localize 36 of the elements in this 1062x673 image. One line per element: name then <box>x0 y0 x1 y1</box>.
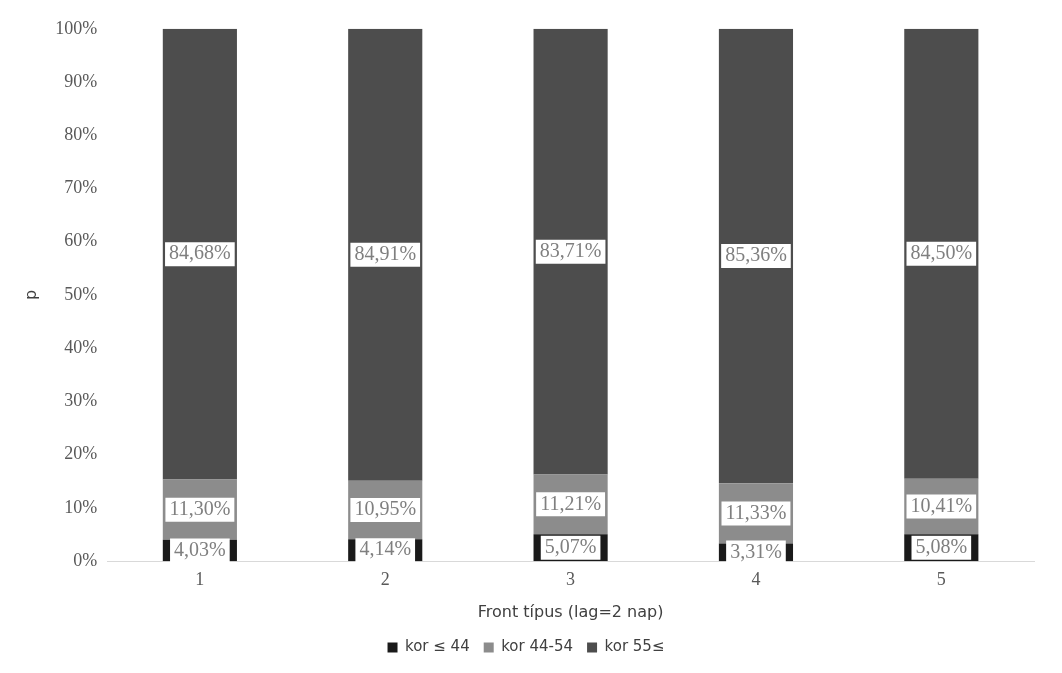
data-label: 84,50% <box>910 241 973 264</box>
data-label: 11,21% <box>540 491 602 514</box>
y-tick-label: 60% <box>64 230 98 251</box>
data-label: 11,33% <box>725 500 787 523</box>
data-label: 83,71% <box>539 238 602 261</box>
legend-label: kor 44-54 <box>501 637 574 656</box>
legend-label: kor 55≤ <box>604 637 665 656</box>
data-label: 5,07% <box>544 534 597 557</box>
data-label: 85,36% <box>725 243 787 266</box>
x-tick-label: 4 <box>751 568 761 589</box>
y-tick-label: 20% <box>64 443 98 464</box>
data-label: 11,30% <box>169 496 231 519</box>
y-tick-label: 40% <box>64 336 98 357</box>
legend-label: kor ≤ 44 <box>405 637 470 656</box>
y-tick-label: 80% <box>64 124 98 145</box>
data-label: 10,95% <box>354 497 417 520</box>
data-label: 4,03% <box>174 537 226 560</box>
x-tick-label: 1 <box>195 568 205 589</box>
y-tick-label: 10% <box>64 496 98 517</box>
data-label: 4,14% <box>359 537 412 560</box>
data-label: 84,68% <box>169 241 231 264</box>
y-tick-label: 0% <box>73 549 98 570</box>
data-label: 3,31% <box>730 539 782 562</box>
y-tick-label: 90% <box>64 70 98 91</box>
x-tick-label: 5 <box>936 568 946 589</box>
y-tick-label: 30% <box>64 390 98 411</box>
data-label: 10,41% <box>910 493 973 516</box>
y-tick-label: 100% <box>55 17 98 38</box>
y-tick-label: 70% <box>64 177 98 198</box>
x-tick-label: 2 <box>380 568 390 589</box>
y-tick-label: 50% <box>64 283 98 304</box>
y-axis-title: p <box>20 289 40 301</box>
data-label: 84,91% <box>354 242 417 265</box>
x-axis-title: Front típus (lag=2 nap) <box>477 601 664 621</box>
data-label: 5,08% <box>915 534 968 557</box>
x-tick-label: 3 <box>566 568 576 589</box>
